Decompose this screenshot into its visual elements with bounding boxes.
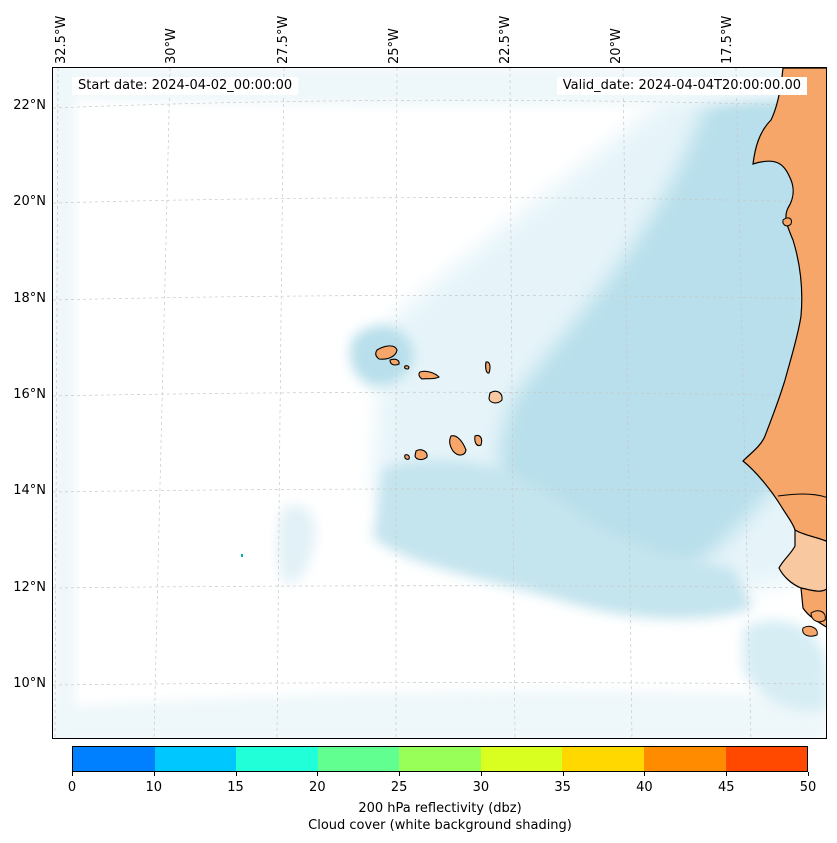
lat-label-16n: 16°N [13,387,46,402]
cloud-patch-southeast [743,620,826,711]
island-bijagos-1 [810,610,826,623]
colorbar-segment-5 [480,747,563,771]
cloud-streak-west [277,504,316,584]
island-brava [404,454,410,460]
river-gambia [777,493,826,498]
cloud-border-haze-left [53,68,75,738]
lat-label-22n: 22°N [13,98,46,113]
colorbar-tick [562,772,564,776]
cloud-border-haze-bottom [53,691,826,738]
island-bijagos-2 [802,625,818,637]
island-boa-vista [488,390,503,404]
island-sao-vicente [389,358,400,366]
cloud-cover-shading [53,68,826,738]
colorbar-tick [72,772,73,776]
cloud-band-south [373,460,753,619]
colorbar-tick-label: 0 [67,780,77,795]
colorbar-tick-label: 20 [309,780,326,795]
lon-label-25w: 25°W [387,28,402,64]
lat-label-18n: 18°N [13,291,46,306]
map-drawing [53,68,826,738]
lon-label-17-5w: 17.5°W [720,15,735,64]
colorbar-tick [399,772,401,776]
lon-label-20w: 20°W [609,28,624,64]
colorbar-segment-2 [236,747,318,771]
lat-label-12n: 12°N [13,580,46,595]
colorbar-tick-label: 15 [227,780,244,795]
island-santiago [449,435,467,456]
island-maio [474,434,483,447]
mainland-guinea-south [800,587,826,628]
colorbar-tick-label: 50 [799,780,817,795]
mainland-senegal-mauritania [742,68,826,542]
colorbar-tick-label: 45 [717,780,735,795]
lat-label-14n: 14°N [13,483,46,498]
coast-island-north [782,217,792,227]
map-canvas[interactable] [52,67,827,739]
graticule [53,68,826,738]
cloud-band-main [499,84,813,578]
colorbar [72,746,808,772]
lon-label-32-5w: 32.5°W [54,15,69,64]
colorbar-segment-0 [73,747,155,771]
colorbar-tick [726,772,728,776]
colorbar-tick [644,772,646,776]
island-fogo [414,449,428,461]
colorbar-tick-label: 30 [472,780,490,795]
colorbar-sublabel: Cloud cover (white background shading) [308,818,572,833]
colorbar-segment-8 [725,747,808,771]
colorbar-tick [153,772,155,776]
colorbar-tick [317,772,319,776]
lon-label-27-5w: 27.5°W [276,15,291,64]
cape-verde-islands [375,345,503,461]
colorbar-segment-6 [562,747,644,771]
lat-label-20n: 20°N [13,194,46,209]
colorbar-segment-4 [399,747,481,771]
lon-label-30w: 30°W [164,28,179,64]
colorbar-segment-3 [317,747,400,771]
valid-date-label: Valid_date: 2024-04-04T20:00:00.00 [556,77,807,95]
colorbar-segment-1 [154,747,237,771]
reflectivity-pixel [241,554,243,557]
colorbar-tick [808,772,809,776]
colorbar-tick-label: 25 [390,780,408,795]
lon-label-22-5w: 22.5°W [498,15,513,64]
colorbar-tick [480,772,482,776]
colorbar-tick-label: 35 [554,780,571,795]
island-santo-antao [375,345,398,360]
colorbar-tick-label: 40 [636,780,653,795]
colorbar-label: 200 hPa reflectivity (dbz) [358,801,522,816]
colorbar-tick [235,772,237,776]
island-sal [485,361,491,374]
lat-label-10n: 10°N [13,676,46,691]
african-coast [742,68,826,637]
island-sao-nicolau [418,370,440,380]
island-santa-luzia [404,365,410,370]
colorbar-tick-label: 10 [145,780,163,795]
start-date-label: Start date: 2024-04-02_00:00:00 [72,77,299,95]
colorbar-segment-7 [643,747,726,771]
